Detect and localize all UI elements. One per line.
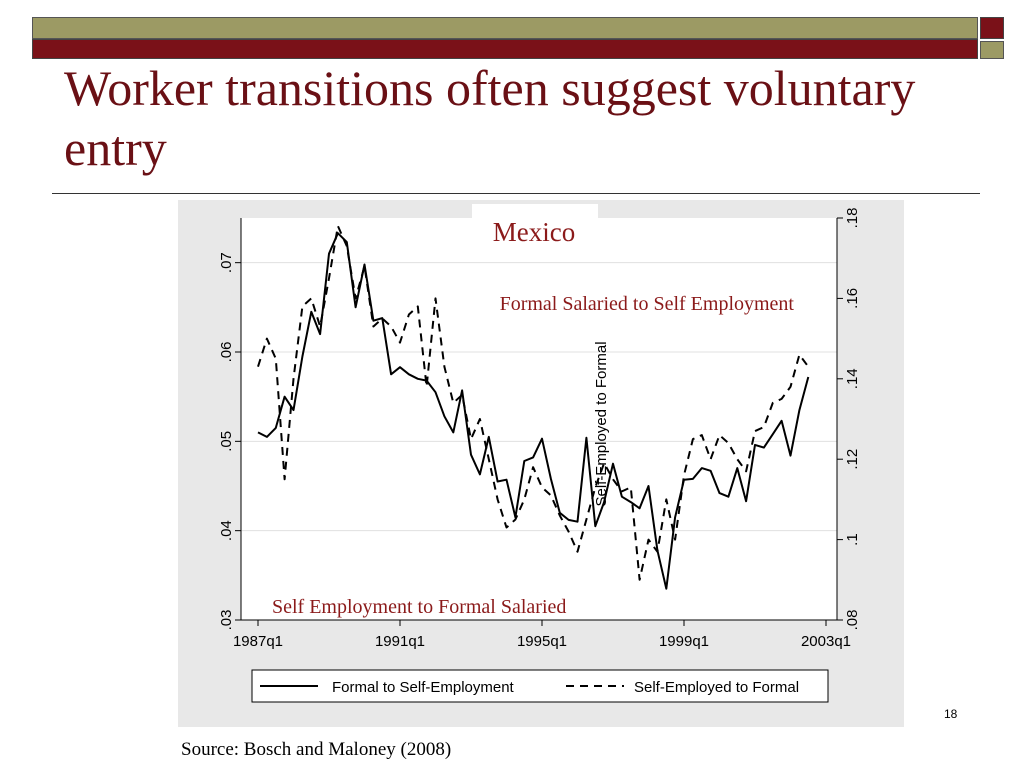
chart-title: Mexico	[493, 217, 575, 247]
left-axis-tick-label: .03	[218, 610, 235, 631]
x-axis-tick-label: 1987q1	[233, 633, 283, 650]
annotation-self-to-formal: Self Employment to Formal Salaried	[272, 596, 566, 618]
left-axis-tick-label: .06	[218, 342, 235, 363]
annotation-formal-to-self: Formal Salaried to Self Employment	[500, 293, 795, 315]
right-axis-tick-label: .16	[844, 288, 861, 309]
legend-label-self-to-formal: Self-Employed to Formal	[634, 679, 799, 696]
legend-box	[251, 669, 829, 703]
right-axis-tick-label: .1	[844, 533, 861, 546]
chart-container: .03 .04 .05 .06 .07 .08 .1 .12 .14 .16 .18 1987q1 19…	[178, 200, 904, 727]
left-axis-tick-label: .07	[218, 252, 235, 273]
legend: Formal to Self-Employment Self-Employed …	[251, 669, 829, 703]
right-axis-tick-label: .08	[844, 610, 861, 631]
x-axis-tick-label: 2003q1	[801, 633, 851, 650]
axes: .03 .04 .05 .06 .07 .08 .1 .12 .14 .16 .18 1987q1 19…	[218, 208, 861, 650]
right-axis-label: Self-Employed to Formal	[593, 341, 610, 506]
slide-title: Worker transitions often suggest volunta…	[64, 60, 916, 176]
title-divider	[52, 193, 980, 194]
left-axis-tick-label: .04	[218, 520, 235, 541]
right-axis-tick-label: .14	[844, 368, 861, 389]
legend-label-formal-to-self: Formal to Self-Employment	[332, 679, 515, 696]
source-note: Source: Bosch and Maloney (2008)	[181, 739, 452, 760]
corner-square-maroon	[980, 17, 1004, 39]
series-line-formal-to-self-employment	[257, 232, 810, 590]
header-bar-olive	[32, 17, 978, 39]
x-axis-tick-label: 1999q1	[659, 633, 709, 650]
series-layer	[257, 225, 810, 590]
x-axis-tick-label: 1995q1	[517, 633, 567, 650]
x-axis-tick-label: 1991q1	[375, 633, 425, 650]
corner-square-olive	[980, 41, 1004, 59]
chart-title-box	[472, 204, 598, 246]
right-axis-tick-label: .18	[844, 208, 861, 229]
line-chart: .03 .04 .05 .06 .07 .08 .1 .12 .14 .16 .18 1987q1 19…	[178, 200, 904, 727]
left-axis-tick-label: .05	[218, 431, 235, 452]
plot-area	[241, 218, 837, 620]
right-axis-tick-label: .12	[844, 449, 861, 470]
page-number: 18	[944, 707, 958, 721]
series-line-self-employed-to-formal	[257, 225, 810, 581]
header-bar-maroon	[32, 39, 978, 59]
